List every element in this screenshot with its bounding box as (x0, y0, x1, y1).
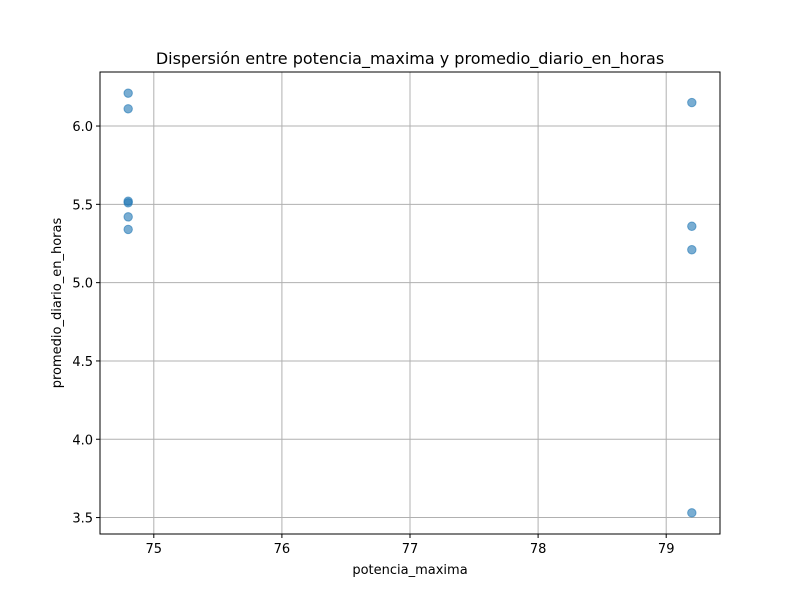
y-tick-label: 5.0 (72, 277, 93, 292)
grid-layer (100, 72, 720, 534)
data-point (123, 88, 133, 98)
x-tick-label: 77 (402, 542, 419, 557)
data-point (123, 212, 133, 222)
ticks-layer: 75 76 77 78 79 3.5 4.0 4.5 5.0 5.5 6.0 (72, 120, 674, 557)
points-layer (123, 88, 697, 518)
y-tick-label: 6.0 (72, 120, 93, 135)
x-axis-label: potencia_maxima (352, 563, 467, 578)
data-point (687, 221, 697, 231)
y-tick-label: 4.0 (72, 433, 93, 448)
y-axis-label: promedio_diario_en_horas (50, 218, 65, 389)
x-tick-label: 76 (274, 542, 291, 557)
data-point (687, 97, 697, 108)
y-tick-label: 5.5 (72, 198, 93, 213)
x-tick-label: 75 (146, 542, 163, 557)
x-tick-label: 78 (530, 542, 547, 557)
data-point (687, 508, 697, 518)
x-tick-label: 79 (658, 542, 675, 557)
data-point (123, 104, 133, 114)
y-tick-label: 3.5 (72, 512, 93, 527)
y-tick-label: 4.5 (72, 355, 93, 370)
chart-title: Dispersión entre potencia_maxima y prome… (156, 49, 664, 69)
data-point (687, 245, 697, 255)
data-point (123, 198, 133, 208)
data-point (123, 224, 133, 235)
